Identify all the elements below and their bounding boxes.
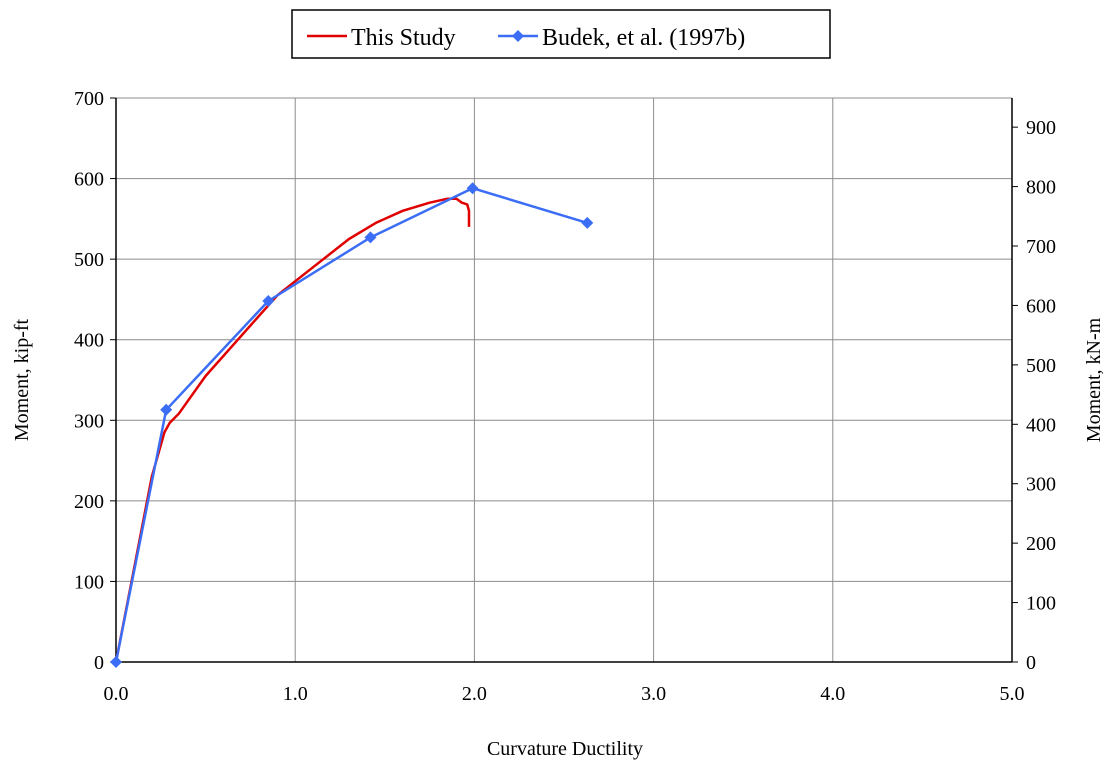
x-tick-label: 2.0 [462, 683, 487, 705]
y-tick-label: 600 [74, 169, 104, 191]
y-axis-title: Moment, kip-ft [11, 318, 33, 441]
legend: This Study Budek, et al. (1997b) [291, 9, 831, 59]
y-tick-label: 100 [74, 571, 104, 593]
x-tick-label: 0.0 [104, 683, 129, 705]
y2-tick-label: 0 [1026, 652, 1036, 674]
x-tick-label: 4.0 [820, 683, 845, 705]
grid [116, 97, 1012, 662]
legend-label-this-study: This Study [351, 25, 456, 51]
data-point-budek [581, 216, 594, 229]
data-point-budek [364, 231, 377, 244]
data-point-budek [110, 656, 122, 668]
x-tick-label: 1.0 [283, 683, 308, 705]
y-tick-label: 700 [74, 88, 104, 110]
y-tick-label: 400 [74, 330, 104, 352]
y2-tick-label: 500 [1026, 355, 1056, 377]
series-line-this-study [114, 197, 471, 663]
series-lines [110, 182, 594, 668]
x-axis-title: Curvature Ductility [487, 738, 643, 760]
legend-marker-budek [512, 30, 524, 42]
y2-tick-label: 200 [1026, 533, 1056, 555]
y-tick-label: 0 [94, 652, 104, 674]
y2-tick-label: 900 [1026, 117, 1056, 139]
y2-tick-label: 600 [1026, 295, 1056, 317]
x-tick-label: 3.0 [641, 683, 666, 705]
tick-labels: 0.0 1.0 2.0 3.0 4.0 5.00100200300400500600700… [74, 88, 1056, 705]
y-tick-label: 500 [74, 249, 104, 271]
data-point-budek [160, 403, 173, 416]
y2-tick-label: 100 [1026, 593, 1056, 615]
y2-tick-label: 800 [1026, 177, 1056, 199]
y2-tick-label: 400 [1026, 414, 1056, 436]
legend-label-budek: Budek, et al. (1997b) [542, 25, 745, 51]
data-point-budek [262, 295, 275, 308]
y2-tick-label: 300 [1026, 474, 1056, 496]
y-tick-label: 200 [74, 491, 104, 513]
y-tick-label: 300 [74, 410, 104, 432]
y2-tick-label: 700 [1026, 236, 1056, 258]
legend-box [291, 9, 831, 59]
data-point-budek [466, 182, 479, 195]
axes [110, 97, 1018, 663]
series-line-budek [114, 186, 588, 663]
x-tick-label: 5.0 [1000, 683, 1025, 705]
y2-axis-title: Moment, kN-m [1083, 317, 1105, 442]
